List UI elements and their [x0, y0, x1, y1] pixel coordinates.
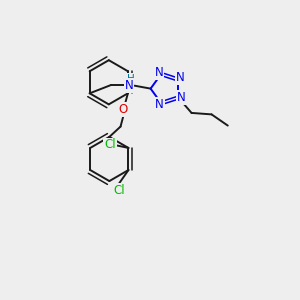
Text: H: H: [127, 74, 134, 84]
Text: N: N: [177, 91, 186, 104]
Text: Cl: Cl: [104, 139, 116, 152]
Text: N: N: [155, 98, 164, 111]
Text: N: N: [154, 66, 163, 79]
Text: N: N: [125, 79, 134, 92]
Text: O: O: [119, 103, 128, 116]
Text: N: N: [176, 71, 185, 84]
Text: Cl: Cl: [114, 184, 125, 196]
